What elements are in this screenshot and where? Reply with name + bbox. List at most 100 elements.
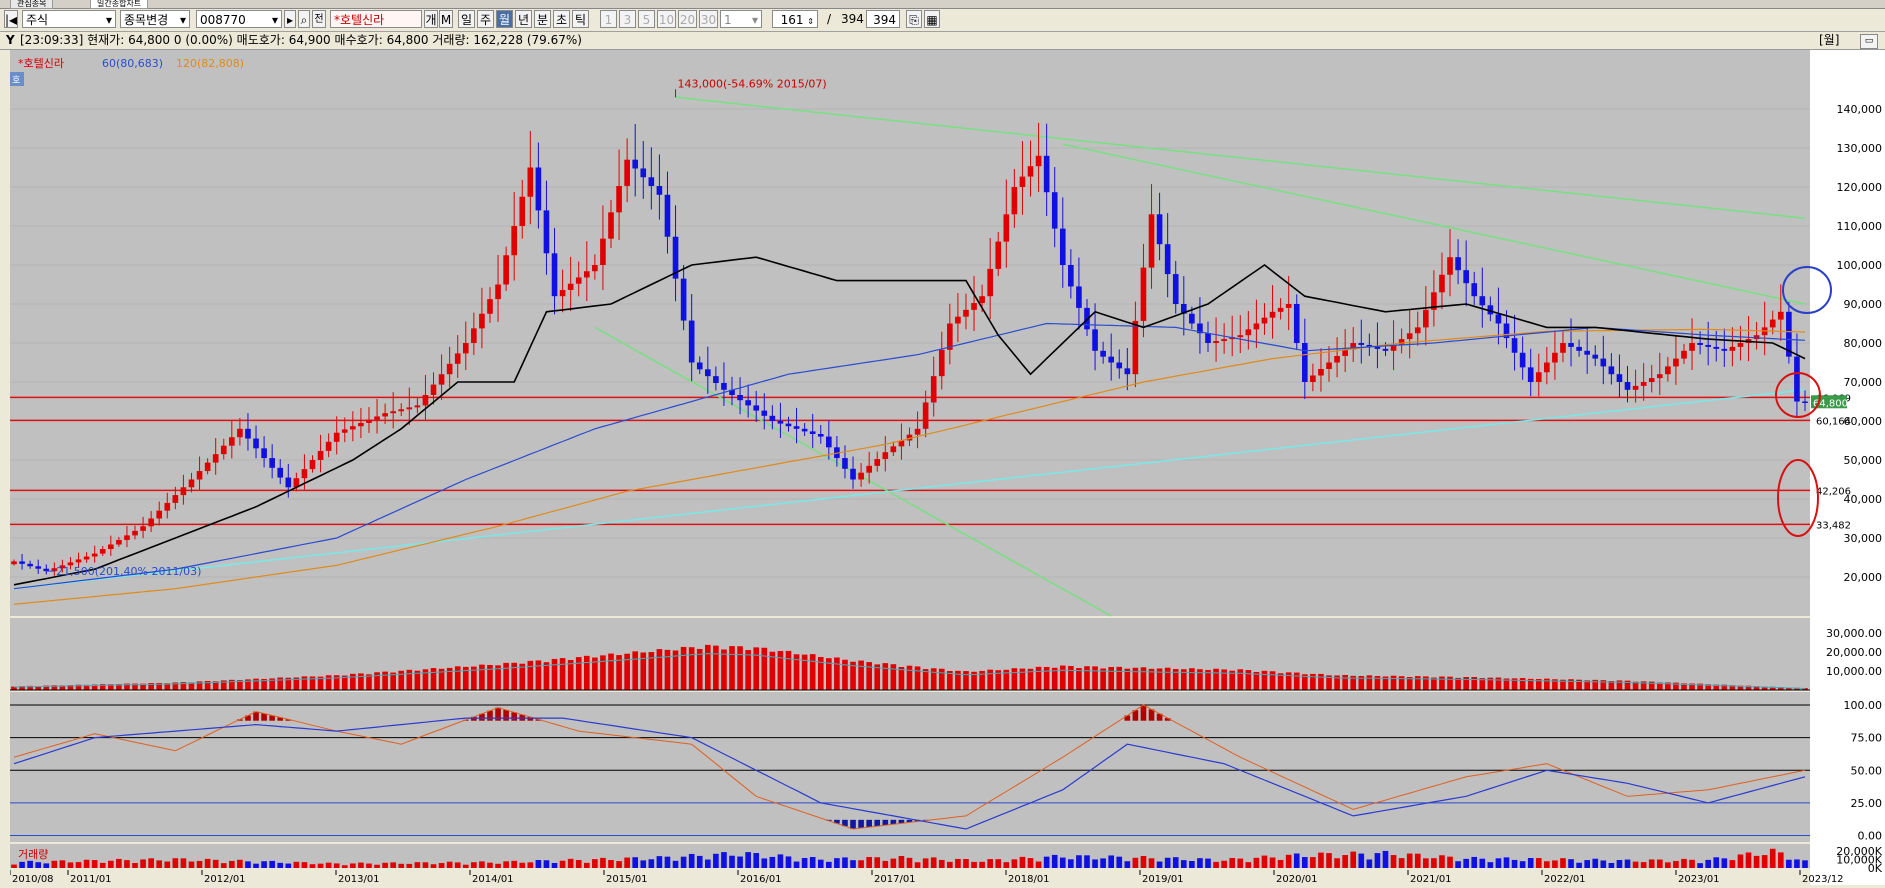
period-month[interactable]: 월 <box>496 10 513 28</box>
mult-5[interactable]: 5 <box>638 10 655 28</box>
candle-body <box>1673 358 1679 367</box>
candle-body <box>398 409 405 412</box>
change-button[interactable]: 종목변경 ▾ <box>120 10 190 28</box>
volume-bar <box>1552 860 1558 868</box>
volume-bar <box>479 861 485 868</box>
volume-label: 거래량 <box>432 33 466 47</box>
candle-body <box>696 362 703 370</box>
candle-body <box>1390 344 1397 351</box>
custom-multiplier-select[interactable]: 1 ▾ <box>720 10 762 28</box>
mult-1[interactable]: 1 <box>600 10 617 28</box>
period-minute[interactable]: 분 <box>534 10 551 28</box>
highlight-circle-red <box>1775 372 1821 418</box>
volume-bar <box>1116 856 1123 868</box>
price-panel-bg <box>10 50 1810 616</box>
indicator1-bar <box>1108 666 1115 690</box>
volume-bar <box>67 862 74 868</box>
first-icon[interactable]: |◀ <box>4 10 18 28</box>
candle-body <box>237 428 243 438</box>
panel-tag-box[interactable] <box>10 72 24 86</box>
period-tick[interactable]: 틱 <box>572 10 589 28</box>
ge-button[interactable]: 개 <box>424 10 438 28</box>
volume-bar <box>1076 855 1082 868</box>
indicator1-bar <box>914 666 921 690</box>
x-tick-label: 2023/12 <box>1802 874 1844 885</box>
candle-body <box>132 530 138 536</box>
y-icon[interactable]: Y <box>6 33 15 47</box>
indicator1-bar <box>1769 686 1776 690</box>
volume-bar <box>1140 856 1147 868</box>
volume-bar <box>987 859 993 868</box>
indicator1-bar <box>107 684 114 690</box>
candle-body <box>1777 311 1784 320</box>
price-tick-label: 130,000 <box>1837 142 1883 155</box>
volume-bar <box>261 861 267 868</box>
volume-bar <box>156 860 163 868</box>
candle-body <box>1753 335 1760 340</box>
candle-body <box>1406 333 1413 340</box>
count-stepper[interactable]: 161 ⇕ <box>772 10 818 28</box>
volume-bar <box>817 859 824 868</box>
indicator1-bar <box>487 664 493 690</box>
period-second[interactable]: 초 <box>553 10 570 28</box>
count-value: 161 <box>780 13 804 27</box>
volume-bar <box>1689 859 1695 868</box>
volume-layer <box>11 848 1808 868</box>
candle-body <box>83 556 90 560</box>
volume: 162,228 (79.67%) <box>473 33 582 47</box>
indicator1-bar <box>1068 666 1074 690</box>
candle-body <box>1584 350 1590 355</box>
maximize-icon[interactable]: ▭ <box>1860 34 1878 49</box>
candle-body <box>519 196 526 226</box>
volume-bar <box>1423 858 1429 868</box>
volume-bar <box>1205 858 1211 868</box>
indicator1-bar <box>955 670 961 690</box>
mult-30[interactable]: 30 <box>699 10 718 28</box>
indicator1-bar <box>1479 678 1486 690</box>
period-year[interactable]: 년 <box>515 10 532 28</box>
volume-bar <box>422 862 429 868</box>
indicator1-bar <box>495 665 501 690</box>
candle-body <box>1059 228 1066 265</box>
market-select[interactable]: 주식 ▾ <box>22 10 116 28</box>
indicator1-bar <box>1640 681 1647 690</box>
period-week[interactable]: 주 <box>477 10 494 28</box>
candle-body <box>874 459 881 466</box>
indicator1-bar <box>777 651 784 690</box>
candle-body <box>995 241 1002 269</box>
mult-3[interactable]: 3 <box>619 10 636 28</box>
volume-bar <box>793 861 800 868</box>
candle-body <box>1253 323 1260 330</box>
candle-body <box>124 535 130 540</box>
jeon-button[interactable]: 전 <box>312 10 326 28</box>
export-icon[interactable]: ⎘ <box>906 10 922 28</box>
total-count-field[interactable]: 394 <box>866 10 900 28</box>
code-input[interactable]: 008770 ▾ <box>196 10 282 28</box>
period-day[interactable]: 일 <box>458 10 475 28</box>
volume-bar <box>309 864 316 868</box>
volume-bar <box>898 856 905 868</box>
tab-watchlist[interactable]: 관심종목 <box>10 0 54 9</box>
candle-body <box>1011 187 1018 215</box>
volume-bar <box>1229 858 1236 868</box>
indicator1-bar <box>245 679 251 690</box>
tab-chart[interactable]: 일간종합차트 <box>90 0 149 9</box>
candle-body <box>1705 344 1712 347</box>
indicator1-bar <box>672 650 679 690</box>
volume-bar <box>269 860 275 868</box>
mult-20[interactable]: 20 <box>678 10 697 28</box>
search-icon[interactable]: ⌕ <box>298 10 310 28</box>
candle-body <box>390 411 396 414</box>
indicator1-bar <box>374 672 380 690</box>
mult-10[interactable]: 10 <box>657 10 676 28</box>
indicator1-bar <box>1035 666 1042 690</box>
stock-name-field[interactable]: *호텔신라 <box>330 10 422 28</box>
annotation-low: 21,500(201.40% 2011/03) <box>56 565 201 578</box>
m-button[interactable]: M <box>439 10 453 28</box>
next-icon[interactable]: ▸ <box>284 10 296 28</box>
grid-icon[interactable]: ▦ <box>924 10 940 28</box>
time: [23:09:33] <box>20 33 84 47</box>
volume-bar <box>446 861 453 868</box>
candle-body <box>1092 329 1098 351</box>
